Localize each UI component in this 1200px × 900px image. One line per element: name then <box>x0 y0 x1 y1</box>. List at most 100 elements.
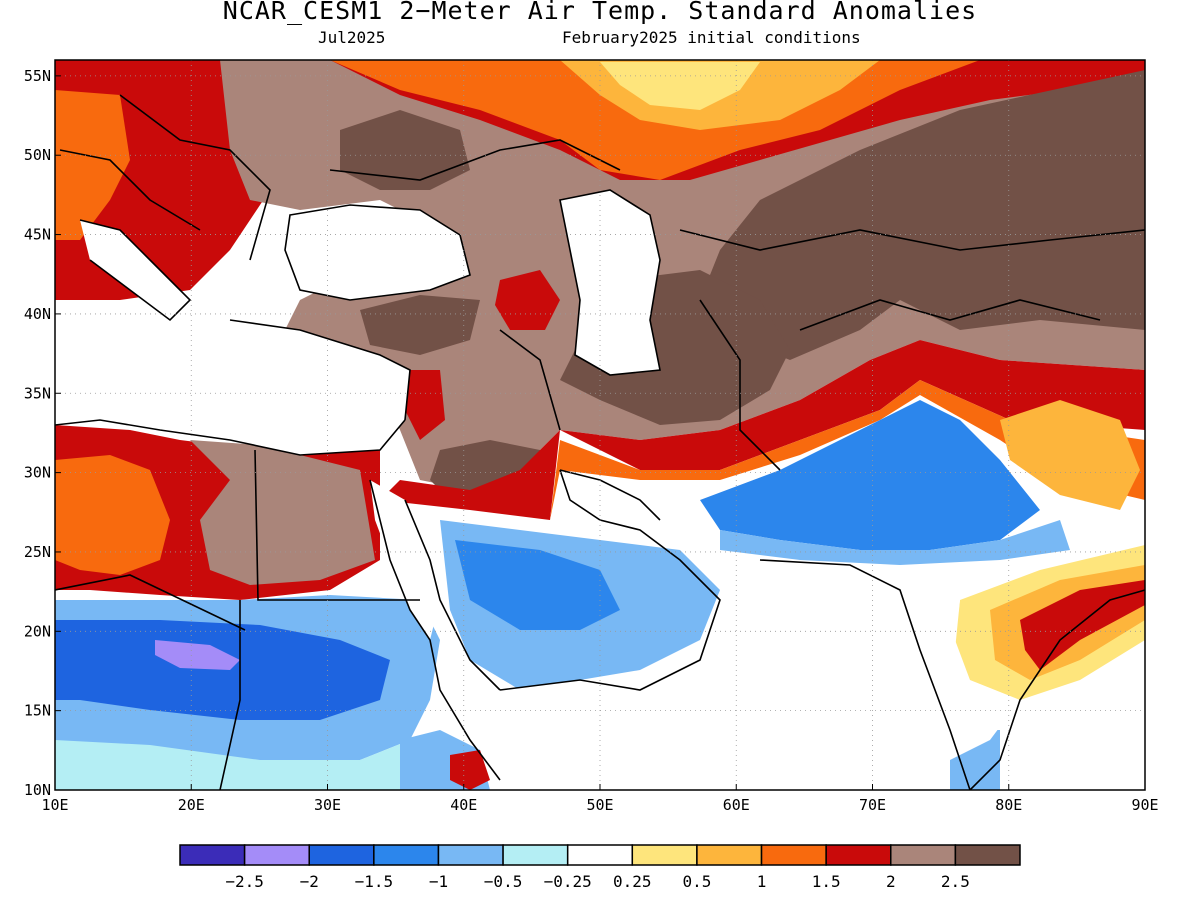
anomaly-region-central-asia-dark <box>700 70 1145 360</box>
colorbar-swatch <box>502 844 569 866</box>
colorbar-swatch <box>825 844 892 866</box>
colorbar-swatch <box>308 844 375 866</box>
anomaly-region-sahara-orange <box>55 455 170 575</box>
colorbar-label: 0.25 <box>613 872 652 891</box>
y-tick-label: 35N <box>24 384 51 402</box>
anomaly-region-india-cold <box>700 400 1040 550</box>
anomaly-region-india-light <box>720 520 1070 565</box>
coastline-gulf <box>559 469 661 521</box>
colorbar-label: 0.5 <box>682 872 711 891</box>
border-russia <box>329 139 621 181</box>
anomaly-region-turkey-dark <box>360 295 480 355</box>
masked-arabian-sea <box>500 560 1020 790</box>
colorbar-label: 2.5 <box>941 872 970 891</box>
colorbar-label: −2.5 <box>225 872 264 891</box>
masked-persian-gulf <box>560 470 660 530</box>
x-tick-label: 10E <box>41 796 68 814</box>
anomaly-region-sahel-core <box>55 620 390 720</box>
coastline-mediterranean-south <box>55 419 406 456</box>
masked-mediterranean <box>55 300 410 455</box>
anomaly-region-india-north <box>1000 400 1140 510</box>
colorbar-swatch <box>760 844 827 866</box>
coastline-arabia <box>499 469 721 691</box>
colorbar-label: −0.25 <box>544 872 592 891</box>
colorbar-swatch <box>179 844 246 866</box>
anomaly-region-sahel-extreme <box>155 640 240 670</box>
masked-red-sea <box>370 480 440 640</box>
anomaly-region-ukraine-dark <box>340 110 470 190</box>
y-tick-label: 30N <box>24 464 51 482</box>
x-tick-label: 20E <box>178 796 205 814</box>
coastline-caspian <box>559 189 661 376</box>
x-tick-label: 50E <box>586 796 613 814</box>
coastline-black-sea <box>284 204 471 301</box>
y-tick-label: 20N <box>24 622 51 640</box>
anomaly-region-ethiopia-warm <box>450 750 490 790</box>
colorbar <box>179 844 1021 866</box>
anomaly-region-europe-orange <box>55 90 130 240</box>
border-sahara-1 <box>219 600 241 790</box>
anomaly-region-edge-orange <box>550 380 1145 520</box>
map-title: NCAR_CESM1 2−Meter Air Temp. Standard An… <box>222 0 978 25</box>
masked-black-sea <box>285 205 470 300</box>
colorbar-swatch <box>696 844 763 866</box>
masked-caspian <box>560 190 660 375</box>
coastline-italy <box>79 219 192 322</box>
anomaly-region-levant-warm <box>405 370 445 440</box>
border-asia-north <box>679 229 1145 251</box>
map-grid <box>55 60 1145 790</box>
border-iran-east <box>699 299 781 471</box>
y-tick-label: 45N <box>24 226 51 244</box>
coastline-india-west <box>759 559 971 790</box>
y-tick-label: 40N <box>24 305 51 323</box>
y-tick-label: 50N <box>24 146 51 164</box>
masked-italy <box>80 220 190 320</box>
coastlines <box>55 94 1145 790</box>
y-tick-label: 10N <box>24 781 51 799</box>
coastline-red-sea-east <box>404 499 501 691</box>
border-sahara-2 <box>254 449 420 601</box>
anomaly-region-bengal-red <box>1020 580 1145 670</box>
border-europe-1 <box>119 94 271 261</box>
colorbar-swatch <box>954 844 1021 866</box>
coastline-india-east <box>969 589 1145 790</box>
coastline-red-sea-west <box>369 479 501 781</box>
border-asia-south <box>799 299 1101 331</box>
x-tick-label: 60E <box>723 796 750 814</box>
x-tick-label: 40E <box>450 796 477 814</box>
coastline-levant <box>229 319 411 421</box>
border-africa-west <box>55 574 246 631</box>
colorbar-label: −1.5 <box>355 872 394 891</box>
x-tick-label: 30E <box>314 796 341 814</box>
colorbar-label: −1 <box>429 872 448 891</box>
colorbar-swatch <box>373 844 440 866</box>
colorbar-swatch <box>631 844 698 866</box>
colorbar-label: 2 <box>886 872 896 891</box>
x-tick-label: 70E <box>859 796 886 814</box>
x-axis-ticks: 10E 20E 30E 40E 50E 60E 70E 80E 90E <box>41 784 1159 814</box>
anomaly-region-sahel-light <box>55 740 420 790</box>
y-tick-label: 25N <box>24 543 51 561</box>
colorbar-label: 1.5 <box>812 872 841 891</box>
colorbar-swatch <box>890 844 957 866</box>
border-iran-west <box>499 329 561 431</box>
colorbar-label: −2 <box>300 872 319 891</box>
colorbar-labels: −2.5 −2 −1.5 −1 −0.5 −0.25 0.25 0.5 1 1.5 2 2.5 <box>225 872 969 891</box>
y-tick-label: 15N <box>24 702 51 720</box>
anomaly-region-caucasus-warm <box>495 270 560 330</box>
colorbar-swatch <box>437 844 504 866</box>
colorbar-swatch <box>566 844 634 866</box>
colorbar-label: 1 <box>757 872 767 891</box>
map-subtitle-init: February2025 initial conditions <box>562 28 861 47</box>
colorbar-label: −0.5 <box>484 872 523 891</box>
anomaly-region-arabia-core <box>455 540 620 630</box>
x-tick-label: 90E <box>1131 796 1158 814</box>
y-tick-label: 55N <box>24 67 51 85</box>
map-subtitle-month: Jul2025 <box>318 28 386 47</box>
colorbar-swatch <box>243 844 310 866</box>
anomaly-region-edge-warm <box>380 340 1145 520</box>
y-axis-ticks: 55N 50N 45N 40N 35N 30N 25N 20N 15N 10N <box>24 67 61 799</box>
anomaly-region-russia-core <box>600 62 760 110</box>
x-tick-label: 80E <box>995 796 1022 814</box>
